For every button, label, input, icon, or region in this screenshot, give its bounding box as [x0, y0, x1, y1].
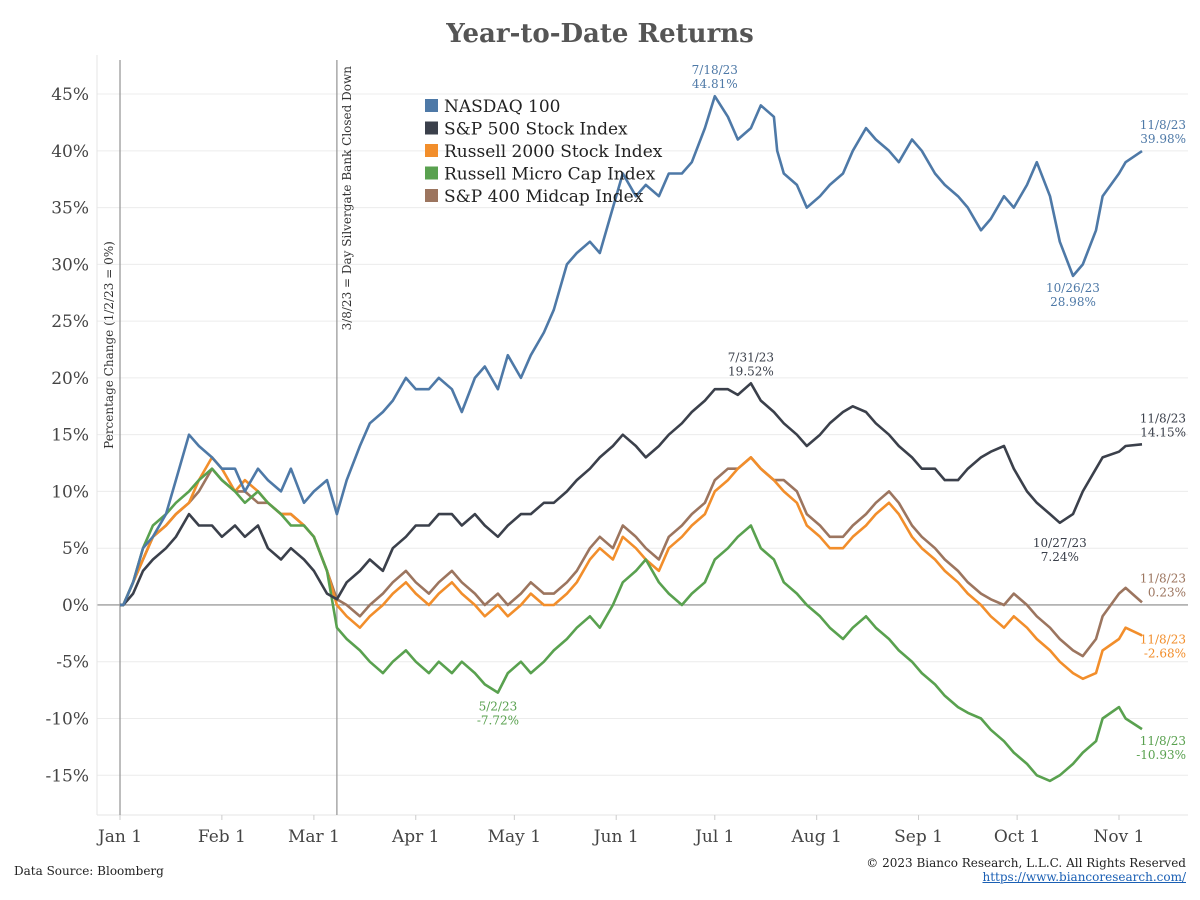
legend-swatch — [425, 121, 438, 135]
microcap-end-label: 11/8/23 -10.93% — [1136, 734, 1186, 762]
x-tick-label: Apr 1 — [391, 827, 440, 847]
legend-swatch — [425, 189, 438, 202]
y-tick-label: -5% — [56, 653, 89, 673]
website-link[interactable]: https://www.biancoresearch.com/ — [982, 870, 1186, 884]
x-tick-label: Jun 1 — [592, 827, 639, 847]
y-axis-label: Percentage Change (1/2/23 = 0%) — [102, 241, 116, 449]
annotations: 7/18/23 44.81% 10/26/23 28.98% 11/8/23 39.98%… — [477, 63, 1186, 762]
event-line-label: 3/8/23 = Day Silvergate Bank Closed Down — [340, 66, 354, 331]
x-tick-label: Nov 1 — [1094, 827, 1145, 847]
spx-peak-label: 7/31/23 19.52% — [728, 350, 774, 378]
series-line-2 — [119, 456, 1143, 681]
y-tick-label: 20% — [51, 369, 89, 389]
legend-swatch — [425, 99, 438, 112]
series-line-3 — [119, 467, 1143, 783]
nasdaq-low-label: 10/26/23 28.98% — [1046, 281, 1100, 309]
y-tick-label: 45% — [51, 85, 89, 105]
x-tick-label: Jul 1 — [693, 827, 734, 847]
nasdaq-end-label: 11/8/23 39.98% — [1140, 118, 1186, 146]
chart-title: Year-to-Date Returns — [445, 19, 754, 49]
data-source-note: Data Source: Bloomberg — [14, 864, 164, 878]
y-tick-label: 15% — [51, 426, 89, 446]
grid-lines — [97, 93, 1188, 776]
x-tick-label: Mar 1 — [288, 827, 340, 847]
legend-label: S&P 400 Midcap Index — [444, 187, 644, 207]
legend-swatch — [425, 144, 438, 157]
series-line-4 — [119, 456, 1143, 658]
series-line-0 — [119, 94, 1143, 607]
y-tick-label: 10% — [51, 482, 89, 502]
microcap-low-label: 5/2/23 -7.72% — [477, 700, 519, 728]
series-lines — [119, 94, 1143, 783]
x-tick-label: Aug 1 — [791, 827, 842, 847]
y-tick-label: -10% — [45, 709, 89, 729]
legend-label: Russell Micro Cap Index — [444, 165, 656, 185]
legend-label: Russell 2000 Stock Index — [444, 142, 663, 162]
midcap-end-label: 11/8/23 0.23% — [1140, 571, 1186, 599]
copyright-note: © 2023 Bianco Research, L.L.C. All Right… — [866, 856, 1186, 870]
axes: -15% -10% -5% 0% 5% 10% 15% 20% 25% 30% 35% 40% 45% J… — [45, 55, 1188, 847]
spx-low-label: 10/27/23 7.24% — [1033, 536, 1087, 564]
legend-label: NASDAQ 100 — [444, 97, 561, 117]
x-tick-label: Jan 1 — [96, 827, 142, 847]
legend-label: S&P 500 Stock Index — [444, 120, 628, 140]
x-tick-label: May 1 — [488, 827, 541, 847]
y-tick-label: 25% — [51, 312, 89, 332]
y-tick-label: 40% — [51, 142, 89, 162]
y-tick-label: 35% — [51, 199, 89, 219]
event-lines: 3/8/23 = Day Silvergate Bank Closed Down — [119, 60, 354, 815]
x-tick-label: Feb 1 — [198, 827, 246, 847]
nasdaq-peak-label: 7/18/23 44.81% — [692, 63, 738, 91]
r2k-end-label: 11/8/23 -2.68% — [1140, 632, 1186, 660]
y-tick-label: 0% — [62, 596, 89, 616]
x-tick-label: Oct 1 — [994, 827, 1041, 847]
x-tick-label: Sep 1 — [894, 827, 943, 847]
spx-end-label: 11/8/23 14.15% — [1140, 411, 1186, 439]
y-tick-label: 5% — [62, 539, 89, 559]
legend-swatch — [425, 166, 438, 180]
series-line-1 — [119, 382, 1143, 607]
y-tick-label: 30% — [51, 255, 89, 275]
y-tick-label: -15% — [45, 766, 89, 786]
